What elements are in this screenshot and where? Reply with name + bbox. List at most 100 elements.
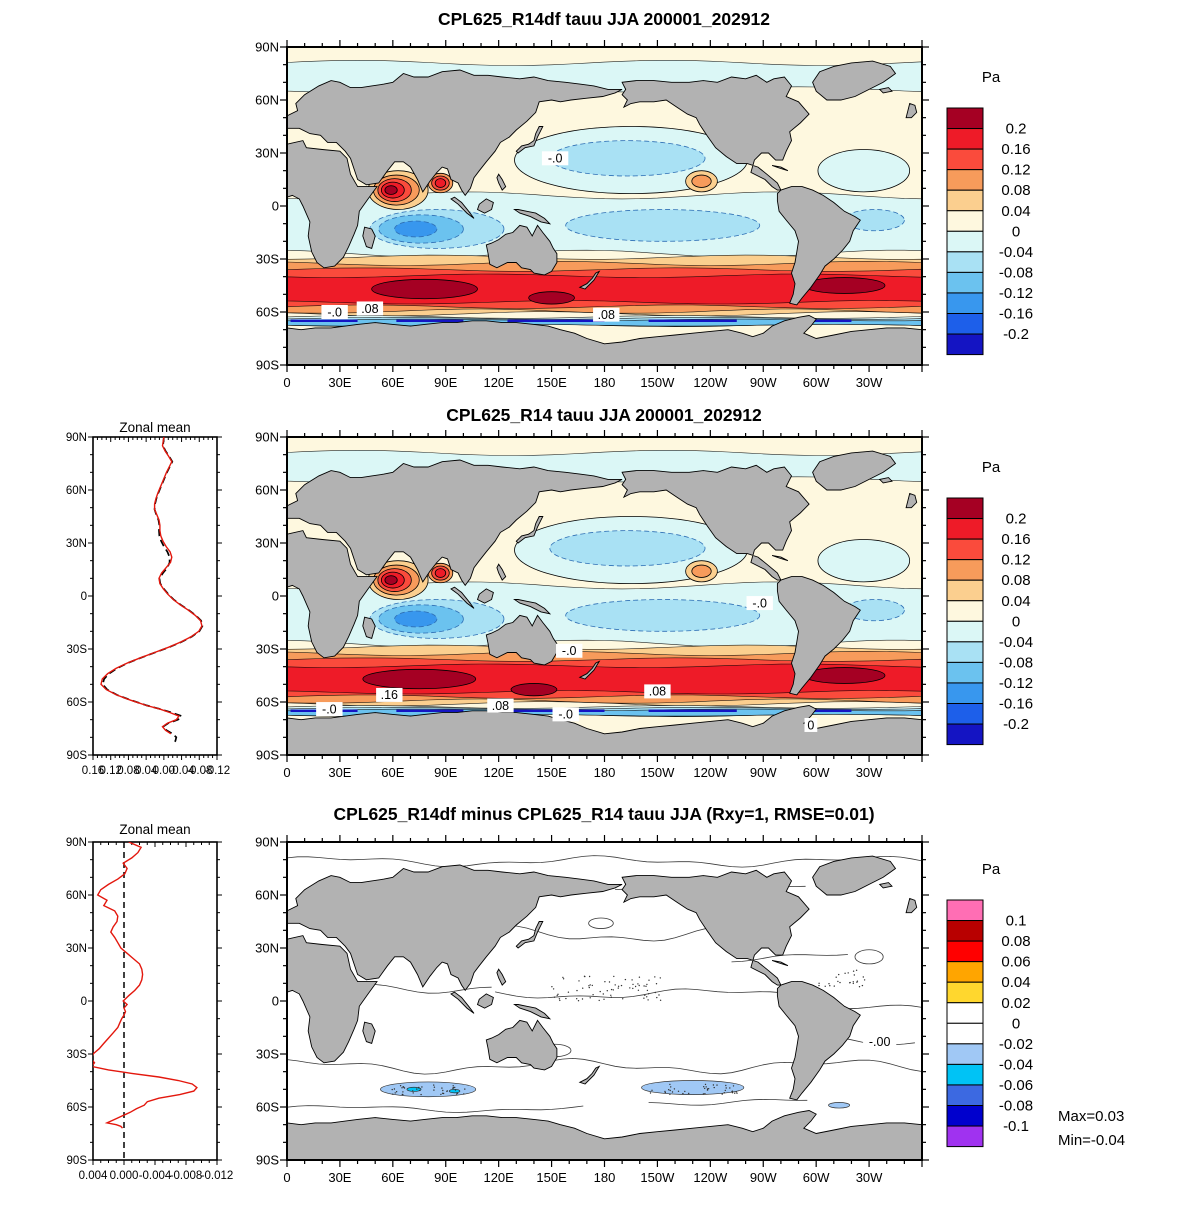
colorbar-label: 0.08 [1001,933,1030,950]
contour-label: -.0 [562,644,577,658]
colorbar-label: 0 [1012,223,1020,240]
stipple-dot [646,983,648,986]
stipple-dot [613,975,615,978]
antarctic-coastal-contour [290,319,358,322]
stipple-dot [659,977,661,979]
zonal-x-label: -0.008 [170,1170,203,1182]
stipple-dot [669,1093,671,1096]
zonal-x-label: 0.00 [153,765,175,777]
stipple-dot [553,996,556,998]
stipple-dot [732,1085,735,1087]
colorbar-box [946,1043,984,1065]
stipple-dot [433,1089,435,1091]
stipple-dot [704,1083,707,1086]
antarctic-coastal-contour [795,709,852,712]
stipple-dot [647,993,650,995]
zonal-lat-label: 30N [66,538,87,550]
contour-label: -.0 [327,305,342,319]
stipple-dot [456,1092,459,1095]
colorbar-box [946,981,984,1004]
panel3-zonal-mean-title: Zonal mean [119,822,190,837]
stipple-dot [392,1093,394,1095]
zonal-lat-label: 60S [67,697,88,709]
contour-patch [434,178,447,188]
colorbar-label: 0.08 [1001,182,1030,199]
zonal-series-difference [93,842,198,1129]
stipple-dot [610,994,612,996]
colorbar-label: 0.16 [1001,531,1030,548]
panel3-map: -.00 0 30E 60E 90E 120E 150E 180 150W 120W 90W 60W 3… [255,835,929,1185]
colorbar-label: 0.1 [1006,913,1027,930]
colorbar-label: -0.2 [1003,326,1029,343]
stipple-dot [651,1089,653,1092]
lat-tick-label: 60N [255,888,279,903]
stipple-dot [705,1086,707,1088]
stipple-dot [729,1087,731,1089]
stipple-dot [669,1089,671,1092]
diff-contour-loop [588,917,614,929]
contour-label: .08 [361,302,378,316]
contour-patch [565,599,761,632]
stipple-dot [402,1093,404,1096]
stipple-dot [644,994,646,996]
stipple-dot [677,1090,680,1093]
zonal-lat-label: 30S [67,1049,88,1061]
stipple-dot [622,998,624,1000]
stipple-dot [442,1092,445,1095]
lat-tick-label: 60N [255,483,279,498]
stipple-dot [582,987,584,989]
zonal-frame [92,436,218,756]
contour-label-bg [356,301,384,316]
stipple-dot [433,1084,435,1086]
stipple-dot [464,1088,466,1090]
stipple-dot [418,1087,420,1089]
zonal-curves [100,437,204,745]
contour-patch [434,568,447,578]
colorbar-box [946,210,984,232]
stipple-dot [725,1087,727,1089]
map-content [287,47,922,365]
stipple-dot [416,1088,418,1090]
colorbar-label: -0.12 [999,675,1033,692]
map-content [287,437,922,755]
contour-label: .08 [492,699,509,713]
colorbar-box [946,1063,984,1086]
map-content [287,842,922,1160]
colorbar-box [946,1002,984,1024]
lat-tick-label: 30N [255,146,279,161]
stipple-dot [391,1088,393,1091]
colorbar-label: -0.2 [1003,716,1029,733]
diff-contour-line [648,1098,808,1106]
contour-label: -.0 [322,702,337,716]
antarctic-coastal-contour [507,319,605,322]
colorbar-box [946,518,984,540]
colorbar-box [946,961,984,983]
zonal-x-label: -0.004 [139,1170,172,1182]
lon-tick-label: 90E [434,375,457,390]
contour-label-bg [556,643,583,658]
zonal-series-CPL625_R14df [100,437,203,735]
stipple-dot [419,1089,421,1092]
stipple-dot [682,1092,684,1095]
stipple-dot [839,981,841,984]
zonal-lat-label: 60N [66,485,87,497]
contour-patch [510,683,558,697]
lon-tick-label: 150E [536,375,567,390]
colorbar-box [946,723,984,746]
colorbar-label: 0.04 [1001,593,1030,610]
stipple-dot [452,1085,454,1087]
colorbar-label: 0 [1012,613,1020,630]
stipple-dot [649,1092,652,1094]
stipple-dot [646,996,648,998]
colorbar-label: -0.04 [999,244,1033,261]
stipple-dot [632,983,634,986]
panel2-zonal-mean-title: Zonal mean [119,420,190,435]
stipple-dot [588,986,590,989]
antarctic-coastal-contour [396,709,464,712]
panel1-title: CPL625_R14df tauu JJA 200001_202912 [438,9,770,29]
antarctic-coastal-contour [396,319,464,322]
colorbar-label: -0.08 [999,1098,1033,1115]
colorbar-label: -0.04 [999,1056,1033,1073]
stipple-dot [401,1087,403,1089]
contour-label: -.0 [548,152,563,166]
